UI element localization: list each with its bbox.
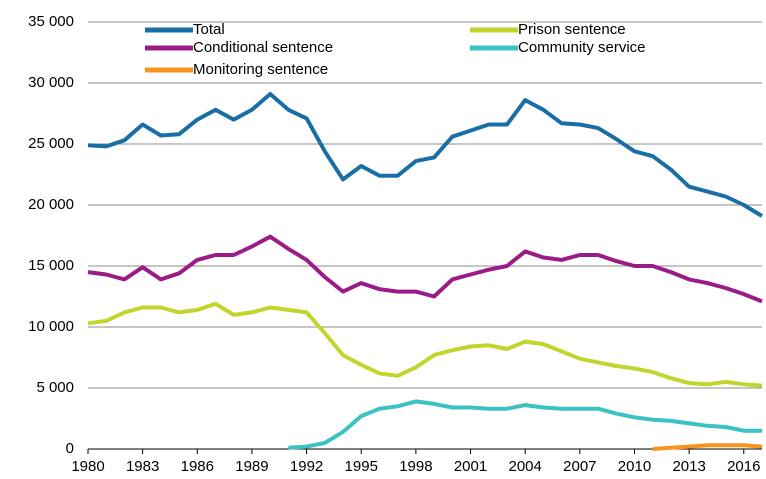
y-tick-label: 5 000 [36, 379, 74, 396]
x-tick-label: 1992 [290, 458, 323, 475]
series-line [87, 92, 764, 218]
x-tick-label: 2001 [454, 458, 487, 475]
series-line [87, 234, 763, 304]
y-tick-label: 20 000 [28, 196, 74, 213]
x-tick-label: 2013 [672, 458, 705, 475]
x-tick-label: 1998 [399, 458, 432, 475]
y-tick-label: 30 000 [28, 74, 74, 91]
y-tick-label: 0 [66, 440, 74, 457]
legend-label: Total [193, 21, 225, 38]
y-tick-label: 35 000 [28, 13, 74, 30]
series-line [652, 443, 763, 451]
legend-label: Monitoring sentence [193, 61, 328, 78]
x-tick-label: 2007 [563, 458, 596, 475]
legend-label: Prison sentence [518, 21, 626, 38]
series-line [87, 301, 763, 388]
y-tick-label: 10 000 [28, 318, 74, 335]
x-tick-label: 1995 [345, 458, 378, 475]
y-tick-label: 15 000 [28, 257, 74, 274]
x-tick-label: 1983 [126, 458, 159, 475]
x-tick-label: 2004 [509, 458, 542, 475]
series-line [288, 399, 762, 450]
x-tick-label: 1989 [235, 458, 268, 475]
legend-label: Conditional sentence [193, 39, 333, 56]
x-tick-label: 1986 [181, 458, 214, 475]
y-tick-label: 25 000 [28, 135, 74, 152]
x-tick-label: 2016 [727, 458, 760, 475]
x-tick-label: 1980 [71, 458, 104, 475]
x-tick-label: 2010 [618, 458, 651, 475]
legend-label: Community service [518, 39, 646, 56]
